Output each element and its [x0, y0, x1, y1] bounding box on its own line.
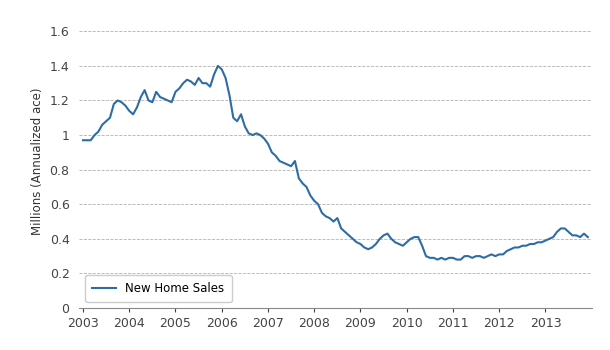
Legend: New Home Sales: New Home Sales — [85, 275, 232, 302]
New Home Sales — [141, 88, 148, 92]
New Home Sales — [584, 235, 592, 239]
New Home Sales — [79, 138, 87, 142]
New Home Sales — [237, 112, 245, 117]
New Home Sales — [253, 131, 260, 135]
New Home Sales — [122, 104, 129, 108]
New Home Sales — [214, 64, 221, 68]
New Home Sales — [434, 258, 441, 262]
New Home Sales — [495, 252, 503, 257]
Line: New Home Sales: New Home Sales — [83, 66, 588, 260]
Y-axis label: Millions (Annualized ace): Millions (Annualized ace) — [31, 87, 44, 235]
New Home Sales — [492, 254, 499, 258]
